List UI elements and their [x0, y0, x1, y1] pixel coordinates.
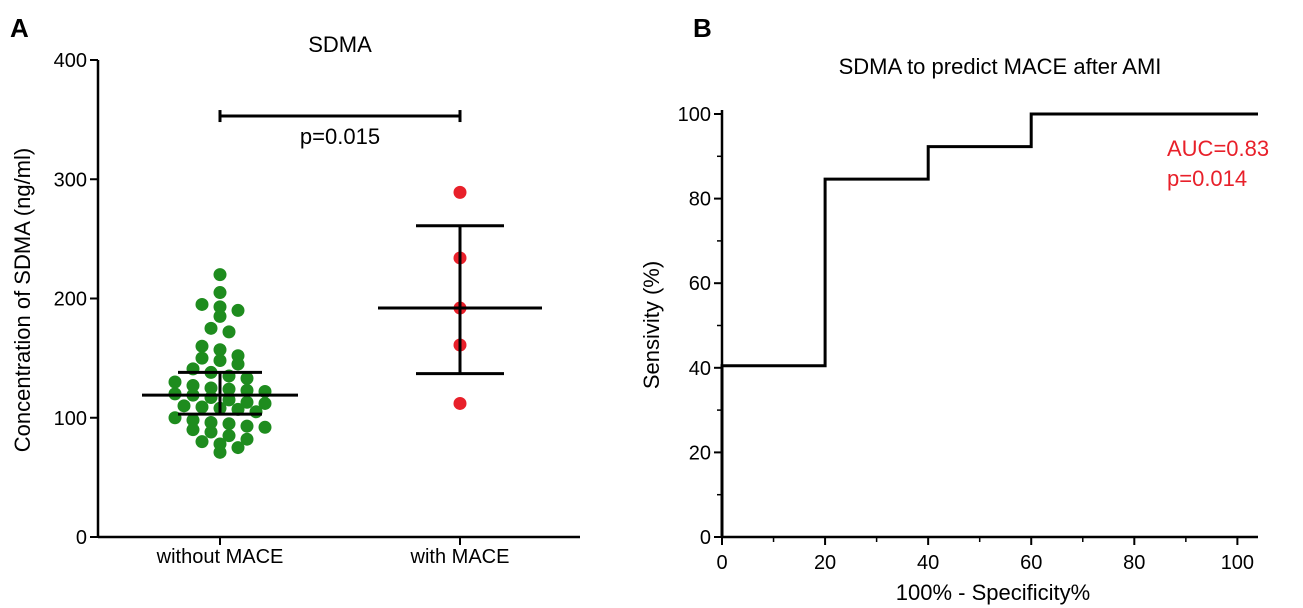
- y-tick-label: 300: [54, 169, 87, 191]
- data-point: [222, 325, 236, 339]
- data-point: [222, 417, 236, 431]
- data-point: [213, 300, 227, 314]
- data-point: [249, 405, 263, 419]
- data-point: [213, 268, 227, 282]
- data-point: [168, 375, 182, 389]
- data-point: [204, 321, 218, 335]
- data-point: [177, 399, 191, 413]
- data-point: [258, 420, 272, 434]
- panel-a-x-ticks: without MACE with MACE: [156, 537, 510, 568]
- data-point: [240, 432, 254, 446]
- data-point: [204, 381, 218, 395]
- y-tick-label: 100: [54, 408, 87, 430]
- data-point: [453, 185, 467, 199]
- y-tick-label: 60: [689, 273, 711, 295]
- panel-b-letter: B: [693, 13, 712, 43]
- panel-b-auc-label: AUC=0.83: [1167, 136, 1269, 161]
- panel-a-y-axis-label: Concentration of SDMA (ng/ml): [10, 148, 35, 452]
- data-point: [222, 393, 236, 407]
- panel-b-y-ticks: 0 20 40 60 80 100: [678, 104, 722, 549]
- data-point: [231, 402, 245, 416]
- data-point: [240, 371, 254, 385]
- x-tick-label: 100: [1221, 552, 1254, 574]
- x-tick-label: with MACE: [410, 546, 510, 568]
- data-point: [222, 382, 236, 396]
- panel-a-points: [168, 185, 467, 459]
- data-point: [195, 351, 209, 365]
- data-point: [204, 390, 218, 404]
- panel-a-summary-bars: [142, 224, 542, 416]
- data-point: [240, 419, 254, 433]
- y-tick-label: 0: [700, 527, 711, 549]
- data-point: [213, 445, 227, 459]
- x-tick-label: 60: [1020, 552, 1042, 574]
- data-point: [213, 286, 227, 300]
- data-point: [213, 354, 227, 368]
- x-tick-label: 80: [1123, 552, 1145, 574]
- data-point: [204, 416, 218, 430]
- x-tick-label: 20: [814, 552, 836, 574]
- y-tick-label: 40: [689, 358, 711, 380]
- x-tick-label: 0: [716, 552, 727, 574]
- data-point: [195, 435, 209, 449]
- panel-b-roc-line: [720, 112, 1258, 537]
- panel-a-letter: A: [10, 13, 29, 43]
- data-point: [204, 425, 218, 439]
- panel-b-p-value-label: p=0.014: [1167, 166, 1247, 191]
- data-point: [231, 303, 245, 317]
- panel-a-title: SDMA: [308, 32, 372, 57]
- data-point: [231, 357, 245, 371]
- p-value-label: p=0.015: [300, 124, 380, 149]
- panel-b-x-axis-label: 100% - Specificity%: [896, 580, 1090, 605]
- data-point: [186, 423, 200, 437]
- data-point: [195, 400, 209, 414]
- data-point: [186, 413, 200, 427]
- x-tick-label: without MACE: [156, 546, 284, 568]
- y-tick-label: 0: [76, 527, 87, 549]
- y-tick-label: 100: [678, 104, 711, 126]
- data-point: [240, 395, 254, 409]
- panel-b-y-axis-label: Sensivity (%): [639, 261, 664, 389]
- data-point: [222, 429, 236, 443]
- data-point: [258, 396, 272, 410]
- data-point: [195, 297, 209, 311]
- data-point: [213, 343, 227, 357]
- panel-b-title: SDMA to predict MACE after AMI: [839, 54, 1162, 79]
- y-tick-label: 200: [54, 289, 87, 311]
- data-point: [186, 379, 200, 393]
- panel-b-x-ticks: 0 20 40 60 80 100: [716, 537, 1254, 574]
- panel-b: B SDMA to predict MACE after AMI Sensivi…: [639, 13, 1269, 605]
- panel-a-y-ticks: 0 100 200 300 400: [54, 50, 98, 549]
- panel-a-significance-bracket: p=0.015: [218, 110, 462, 149]
- panel-a: A SDMA Concentration of SDMA (ng/ml) 0 10…: [10, 13, 580, 568]
- y-tick-label: 80: [689, 189, 711, 211]
- data-point: [231, 441, 245, 455]
- data-point: [240, 383, 254, 397]
- data-point: [453, 396, 467, 410]
- data-point: [213, 309, 227, 323]
- y-tick-label: 20: [689, 442, 711, 464]
- data-point: [195, 339, 209, 353]
- x-tick-label: 40: [917, 552, 939, 574]
- y-tick-label: 400: [54, 50, 87, 72]
